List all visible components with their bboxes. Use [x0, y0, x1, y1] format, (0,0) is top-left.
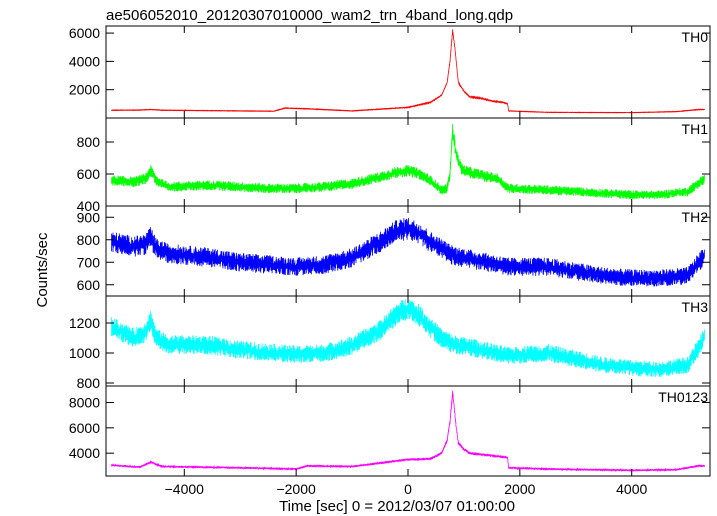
panels-group: 2000 4000 6000 TH0 400 600 800 TH1 600 700 800 900 T… [69, 25, 711, 497]
x-tick-label: 2000 [504, 481, 535, 497]
x-tick-label: −4000 [165, 481, 205, 497]
x-tick-label: 4000 [616, 481, 647, 497]
series-line-th0123 [111, 390, 705, 473]
chart-title: ae506052010_20120307010000_wam2_trn_4ban… [106, 7, 513, 24]
y-tick-label: 800 [77, 375, 101, 391]
series-label-th2: TH2 [682, 209, 709, 225]
y-tick-label: 800 [77, 134, 101, 150]
panel-frame [105, 25, 711, 119]
y-tick-label: 2000 [69, 82, 100, 98]
series-line-th3 [111, 299, 705, 377]
panel-th3: 800 1000 1200 TH3 [69, 295, 711, 391]
y-tick-label: 900 [77, 209, 101, 225]
y-tick-label: 6000 [69, 420, 100, 436]
panel-th1: 400 600 800 TH1 [77, 117, 711, 214]
x-axis-label: Time [sec] 0 = 2012/03/07 01:00:00 [279, 498, 515, 515]
series-label-th1: TH1 [682, 121, 709, 137]
panel-th0: 2000 4000 6000 TH0 [69, 25, 711, 119]
panel-th2: 600 700 800 900 TH2 [77, 205, 711, 297]
y-tick-label: 4000 [69, 445, 100, 461]
y-tick-label: 8000 [69, 394, 100, 410]
y-tick-label: 800 [77, 232, 101, 248]
series-line-th2 [111, 217, 705, 287]
x-tick-label: −2000 [276, 481, 316, 497]
series-label-th0123: TH0123 [658, 389, 708, 405]
y-tick-label: 1200 [69, 315, 100, 331]
y-tick-label: 600 [77, 277, 101, 293]
y-tick-label: 600 [77, 166, 101, 182]
y-tick-label: 1000 [69, 345, 100, 361]
series-line-th0 [111, 29, 705, 114]
series-line-th1 [111, 123, 705, 200]
panel-th0123: 4000 6000 8000 TH0123 [69, 385, 711, 477]
y-tick-label: 400 [77, 198, 101, 214]
series-label-th3: TH3 [682, 299, 709, 315]
series-label-th0: TH0 [682, 29, 709, 45]
y-tick-label: 4000 [69, 53, 100, 69]
y-tick-label: 700 [77, 254, 101, 270]
panel-frame [105, 385, 711, 477]
y-axis-label: Counts/sec [34, 232, 51, 308]
x-tick-label: 0 [404, 481, 412, 497]
y-tick-label: 6000 [69, 25, 100, 41]
